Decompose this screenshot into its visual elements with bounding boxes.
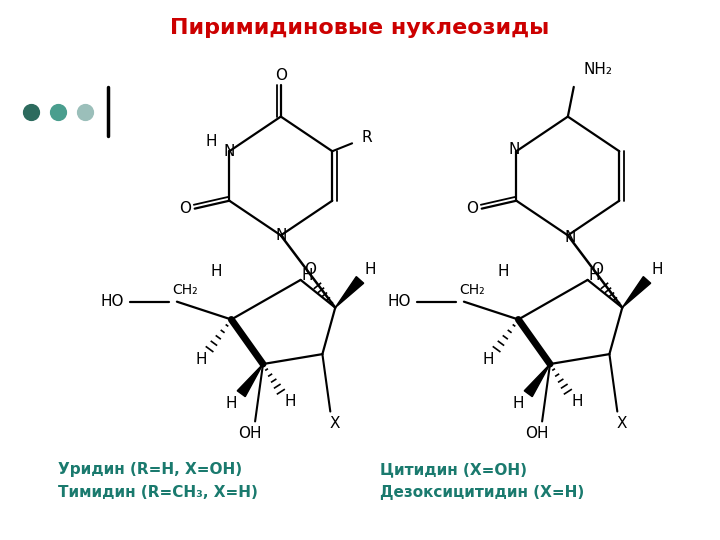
- Text: H: H: [285, 394, 297, 409]
- Text: H: H: [572, 394, 583, 409]
- Text: OH: OH: [526, 426, 549, 441]
- Text: O: O: [466, 201, 478, 216]
- Text: O: O: [592, 262, 603, 278]
- Text: O: O: [275, 68, 287, 83]
- Text: N: N: [275, 228, 287, 243]
- Text: H: H: [513, 396, 524, 411]
- Text: R: R: [361, 130, 372, 145]
- Polygon shape: [238, 364, 263, 397]
- Text: H: H: [206, 134, 217, 149]
- Text: CH₂: CH₂: [172, 283, 197, 297]
- Point: [53, 107, 64, 116]
- Text: H: H: [589, 268, 600, 284]
- Text: H: H: [651, 262, 662, 278]
- Text: HO: HO: [101, 294, 125, 309]
- Text: O: O: [305, 262, 317, 278]
- Text: O: O: [179, 201, 191, 216]
- Text: Пиримидиновые нуклеозиды: Пиримидиновые нуклеозиды: [171, 17, 549, 37]
- Text: X: X: [330, 416, 341, 431]
- Point: [26, 107, 37, 116]
- Text: H: H: [196, 352, 207, 367]
- Text: OH: OH: [238, 426, 262, 441]
- Text: H: H: [364, 262, 376, 278]
- Point: [79, 107, 91, 116]
- Text: X: X: [617, 416, 628, 431]
- Text: Дезоксицитидин (X=H): Дезоксицитидин (X=H): [379, 485, 584, 500]
- Text: NH₂: NH₂: [584, 62, 613, 77]
- Polygon shape: [524, 364, 550, 397]
- Polygon shape: [336, 276, 364, 308]
- Text: H: H: [211, 265, 222, 280]
- Text: Цитидин (X=OH): Цитидин (X=OH): [379, 462, 527, 477]
- Text: H: H: [302, 268, 313, 284]
- Text: Уридин (R=H, X=OH): Уридин (R=H, X=OH): [58, 462, 242, 477]
- Text: H: H: [483, 352, 495, 367]
- Text: H: H: [225, 396, 237, 411]
- Text: N: N: [509, 142, 520, 157]
- Polygon shape: [622, 276, 651, 308]
- Text: N: N: [564, 230, 575, 245]
- Text: HO: HO: [388, 294, 411, 309]
- Text: N: N: [224, 144, 235, 159]
- Text: CH₂: CH₂: [459, 283, 485, 297]
- Text: Тимидин (R=CH₃, X=H): Тимидин (R=CH₃, X=H): [58, 485, 258, 500]
- Text: H: H: [498, 265, 509, 280]
